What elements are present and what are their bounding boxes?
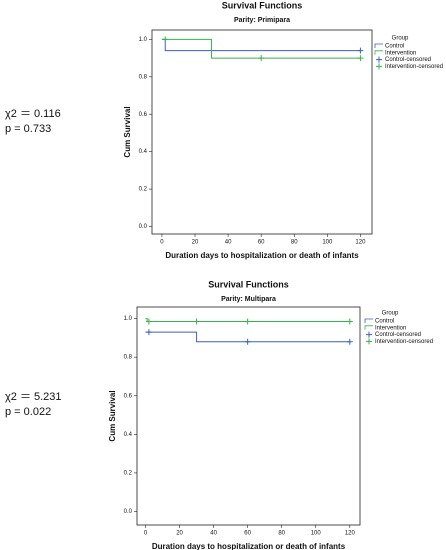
x-axis-label: Duration days to hospitalization or deat… (152, 542, 346, 550)
y-tick-label: 0.8 (124, 355, 133, 361)
legend-label: Intervention (375, 325, 406, 331)
y-tick-label: 0.4 (139, 149, 148, 155)
legend-label: Intervention-censored (385, 64, 443, 70)
y-tick-label: 0.2 (124, 470, 133, 476)
legend-title: Group (392, 36, 409, 42)
chart-subtitle: Parity: Multipara (221, 296, 276, 303)
censor-mark (346, 338, 353, 345)
x-tick-label: 0 (160, 240, 164, 246)
x-tick-label: 100 (311, 531, 322, 537)
censor-mark (244, 318, 251, 325)
legend-title: Group (382, 311, 399, 317)
legend-swatch (366, 331, 372, 338)
censor-mark (145, 318, 152, 325)
censor-mark (162, 36, 169, 43)
legend-label: Intervention-censored (375, 339, 433, 345)
chart-title: Survival Functions (208, 279, 289, 289)
x-tick-label: 40 (210, 531, 217, 537)
y-tick-label: 1.0 (124, 316, 133, 322)
y-axis-label: Cum Survival (123, 106, 132, 157)
survival-line (145, 331, 350, 343)
y-tick-label: 0.2 (139, 187, 148, 193)
legend-swatch (374, 43, 383, 48)
censor-mark (193, 318, 200, 325)
annotation: χ2 ＝ 5.231 (5, 391, 62, 403)
legend-swatch (364, 325, 373, 330)
x-tick-label: 80 (278, 531, 285, 537)
annotation: p = 0.022 (5, 406, 51, 418)
legend-swatch (376, 56, 382, 63)
legend-label: Control-censored (375, 332, 421, 338)
y-tick-label: 0.6 (124, 393, 133, 399)
x-axis-label: Duration days to hospitalization or deat… (165, 251, 359, 260)
legend-label: Control (375, 319, 394, 325)
x-tick-label: 60 (244, 531, 251, 537)
y-tick-label: 0.0 (124, 509, 133, 515)
x-tick-label: 100 (322, 240, 333, 246)
legend-label: Control (385, 44, 404, 50)
censor-mark (357, 55, 364, 62)
x-tick-label: 40 (225, 240, 232, 246)
chart-title: Survival Functions (222, 0, 303, 10)
censor-mark (244, 338, 251, 345)
x-tick-label: 120 (355, 240, 366, 246)
censor-mark (346, 318, 353, 325)
survival-line (161, 38, 361, 59)
legend-label: Control-censored (385, 57, 431, 63)
plot-frame (151, 29, 373, 235)
survival-line (161, 38, 361, 52)
legend-label: Intervention (385, 50, 416, 56)
annotation: p = 0.733 (5, 123, 51, 135)
y-tick-label: 0.8 (139, 74, 148, 80)
chart-subtitle: Parity: Primipara (234, 17, 290, 24)
censor-mark (258, 55, 265, 62)
legend-swatch (376, 63, 382, 70)
annotation: χ2 ＝ 0.116 (5, 108, 61, 120)
x-tick-label: 20 (192, 240, 199, 246)
x-tick-label: 0 (144, 531, 148, 537)
x-tick-label: 60 (258, 240, 265, 246)
y-tick-label: 0.0 (139, 224, 148, 230)
y-axis-label: Cum Survival (108, 390, 117, 441)
x-tick-label: 80 (291, 240, 298, 246)
y-tick-label: 0.4 (124, 432, 133, 438)
x-tick-label: 120 (345, 531, 356, 537)
censor-mark (145, 329, 152, 336)
legend-swatch (374, 50, 383, 55)
censor-mark (357, 47, 364, 54)
y-tick-label: 1.0 (139, 37, 148, 43)
y-tick-label: 0.6 (139, 112, 148, 118)
legend-swatch (364, 318, 373, 323)
x-tick-label: 20 (176, 531, 183, 537)
plot-frame (136, 306, 361, 526)
legend-swatch (366, 338, 372, 345)
